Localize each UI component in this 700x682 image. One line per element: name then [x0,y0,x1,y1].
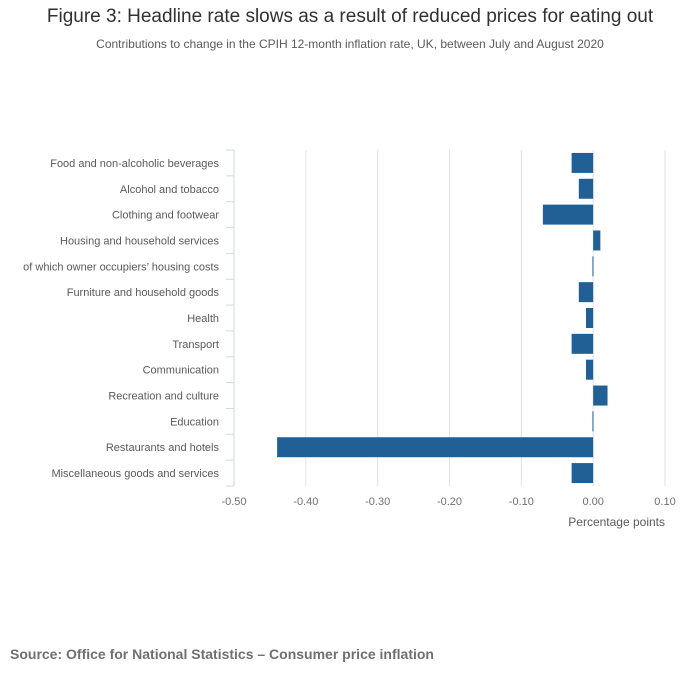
bar [542,204,594,225]
bar [592,256,594,277]
bars [277,152,608,484]
x-axis-label: Percentage points [568,515,665,529]
x-tick-label: 0.00 [582,496,603,508]
gridlines [233,150,666,486]
category-label: Miscellaneous goods and services [51,468,219,480]
category-label: Clothing and footwear [112,210,219,222]
value-axis: -0.50 -0.40 -0.30 -0.20 -0.10 0.00 0.10 [221,496,675,508]
category-label: Health [187,313,219,325]
x-tick-label: -0.30 [365,496,390,508]
category-label: of which owner occupiers’ housing costs [23,261,219,273]
bar [593,230,601,251]
category-label: Transport [172,339,219,351]
x-tick-label: -0.40 [293,496,318,508]
category-label: Furniture and household goods [67,287,220,299]
category-label: Education [170,416,219,428]
category-label: Recreation and culture [108,391,219,403]
source-note: Source: Office for National Statistics –… [10,646,434,662]
x-tick-label: -0.20 [437,496,462,508]
bar [277,437,594,458]
bar [578,178,594,199]
category-label: Food and non-alcoholic beverages [50,158,219,170]
bar [585,308,594,328]
category-label: Alcohol and tobacco [120,184,219,196]
bar [592,411,594,432]
bar [585,359,594,380]
bar [578,282,594,303]
x-tick-label: 0.10 [654,496,675,508]
bar [571,333,594,354]
chart-subtitle: Contributions to change in the CPIH 12-m… [96,37,604,51]
bar [571,463,594,484]
x-tick-label: -0.10 [509,496,534,508]
category-label: Communication [143,365,219,377]
category-axis: Food and non-alcoholic beverages Alcohol … [23,149,235,487]
category-label: Restaurants and hotels [106,442,220,454]
x-tick-label: -0.50 [221,496,246,508]
bar [593,385,608,406]
chart-title: Figure 3: Headline rate slows as a resul… [46,6,654,27]
bar [571,152,594,173]
category-label: Housing and household services [60,235,219,247]
